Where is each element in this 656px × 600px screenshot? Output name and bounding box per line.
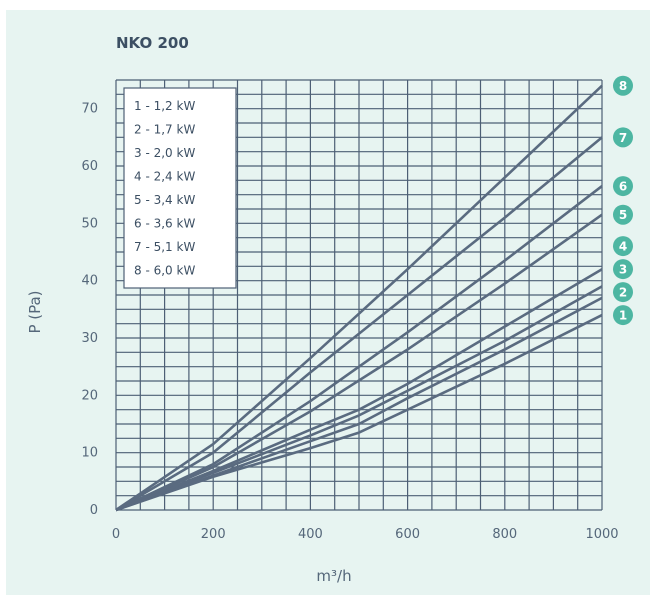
series-line-6 <box>115 185 603 512</box>
series-line-2 <box>115 296 603 512</box>
x-tick-label: 200 <box>201 527 226 542</box>
series-badge-4 <box>613 236 633 257</box>
x-tick-label: 400 <box>298 527 323 542</box>
y-axis-label: P (Pa) <box>26 290 44 333</box>
y-tick-label: 60 <box>81 159 98 174</box>
y-tick-label: 70 <box>81 102 98 117</box>
series-badge-label-6: 6 <box>619 180 627 194</box>
series-badge-label-8: 8 <box>619 79 627 93</box>
x-tick-label: 600 <box>395 527 420 542</box>
series-badge-label-2: 2 <box>619 286 627 300</box>
legend-entry-4: 4 - 2,4 kW <box>134 170 195 184</box>
legend-entry-3: 3 - 2,0 kW <box>134 146 195 160</box>
x-axis-ticks: 0 200 400 600 800 1000 <box>112 527 619 542</box>
legend-entry-2: 2 - 1,7 kW <box>134 123 195 137</box>
x-axis-label: m³/h <box>316 567 351 585</box>
y-tick-label: 40 <box>81 274 98 289</box>
series-lines <box>115 84 603 512</box>
series-badge-3 <box>613 259 633 280</box>
series-badge-7 <box>613 127 633 148</box>
y-tick-label: 50 <box>81 216 98 231</box>
series-badge-1 <box>613 305 633 326</box>
legend-entry-7: 7 - 5,1 kW <box>134 240 195 254</box>
chart-title: NKO 200 <box>116 34 189 52</box>
series-line-4 <box>115 268 603 512</box>
x-tick-label: 0 <box>112 527 120 542</box>
series-badge-label-5: 5 <box>619 208 627 222</box>
x-tick-label: 1000 <box>585 527 618 542</box>
x-tick-label: 800 <box>492 527 517 542</box>
series-badge-2 <box>613 282 633 303</box>
y-tick-label: 10 <box>81 446 98 461</box>
y-tick-label: 30 <box>81 331 98 346</box>
legend: 1 - 1,2 kW 2 - 1,7 kW 3 - 2,0 kW 4 - 2,4 kW… <box>123 87 237 289</box>
chart-panel <box>6 10 650 595</box>
series-badge-5 <box>613 204 633 225</box>
series-line-8 <box>115 84 603 512</box>
series-badge-label-7: 7 <box>619 131 627 145</box>
y-tick-label: 0 <box>90 503 98 518</box>
series-line-7 <box>115 136 603 512</box>
series-badge-label-3: 3 <box>619 263 627 277</box>
series-line-3 <box>115 285 603 512</box>
y-tick-label: 20 <box>81 388 98 403</box>
legend-entry-1: 1 - 1,2 kW <box>134 99 195 113</box>
series-badge-label-1: 1 <box>619 309 627 323</box>
y-axis-ticks: 0 10 20 30 40 50 60 70 <box>81 102 98 518</box>
series-badge-6 <box>613 176 633 197</box>
legend-box <box>123 87 237 289</box>
legend-entry-6: 6 - 3,6 kW <box>134 217 195 231</box>
legend-entry-5: 5 - 3,4 kW <box>134 193 195 207</box>
legend-entry-8: 8 - 6,0 kW <box>134 264 195 278</box>
series-badges: 1 2 3 4 5 6 7 8 <box>613 75 633 326</box>
series-line-5 <box>115 213 603 512</box>
series-badge-8 <box>613 75 633 96</box>
series-badge-label-4: 4 <box>619 240 627 254</box>
